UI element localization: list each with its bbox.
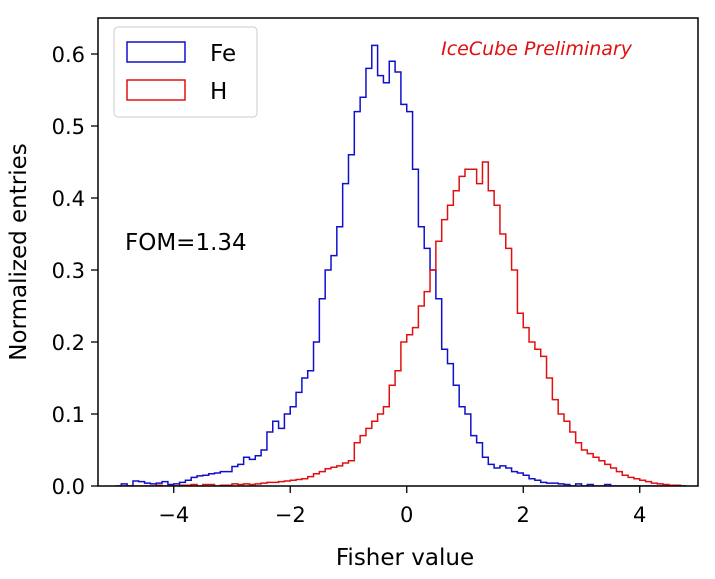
legend-box (113, 26, 258, 118)
legend-swatch-h (126, 79, 186, 101)
x-axis-title: Fisher value (336, 545, 474, 571)
x-tick-label: −4 (158, 503, 189, 527)
x-axis: −4 −2 0 2 4 (158, 486, 646, 527)
legend-label-h: H (210, 79, 227, 105)
plot-frame (97, 17, 699, 487)
legend: Fe H (113, 26, 258, 118)
y-tick-label: 0.3 (52, 259, 85, 283)
y-tick-label: 0.6 (52, 43, 85, 67)
legend-swatch-fe (126, 41, 186, 63)
icecube-preliminary-label: IceCube Preliminary (441, 38, 633, 60)
y-tick-label: 0.0 (52, 475, 85, 499)
x-tick-label: 4 (633, 503, 646, 527)
y-tick-label: 0.1 (52, 403, 85, 427)
y-axis: 0.0 0.1 0.2 0.3 0.4 0.5 0.6 (52, 43, 98, 499)
y-tick-label: 0.4 (52, 187, 85, 211)
series-h-step (115, 161, 687, 486)
y-tick-label: 0.2 (52, 331, 85, 355)
x-tick-label: 0 (400, 503, 413, 527)
series-fe-step (115, 44, 687, 486)
x-tick-label: −2 (275, 503, 306, 527)
y-axis-title: Normalized entries (6, 143, 32, 360)
x-tick-label: 2 (517, 503, 530, 527)
y-tick-label: 0.5 (52, 115, 85, 139)
legend-label-fe: Fe (210, 41, 236, 67)
fom-annotation: FOM=1.34 (125, 230, 247, 256)
